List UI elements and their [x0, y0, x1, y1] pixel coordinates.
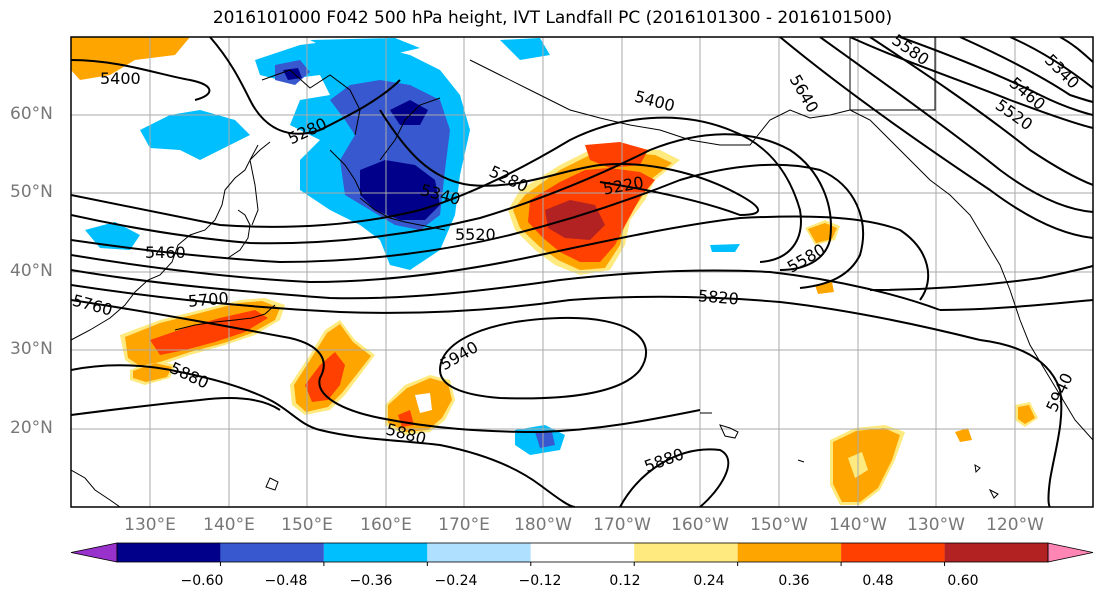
- lat-label-40: 40°N: [10, 261, 53, 281]
- contour-label: 5460: [145, 243, 186, 262]
- lon-label-140e: 140°E: [203, 515, 255, 535]
- colorbar-tick: −0.24: [434, 573, 478, 589]
- lon-label-150e: 150°E: [281, 515, 333, 535]
- lon-label-120w: 120°W: [986, 515, 1044, 535]
- ivt-shading: [71, 37, 1038, 505]
- map-title: 2016101000 F042 500 hPa height, IVT Land…: [212, 8, 893, 28]
- lon-label-150w: 150°W: [750, 515, 808, 535]
- colorbar-tick: 0.60: [947, 573, 979, 589]
- colorbar-tick: 0.24: [693, 573, 725, 589]
- lon-label-130e: 130°E: [124, 515, 176, 535]
- colorbar-tick: 0.36: [778, 573, 810, 589]
- colorbar-tick: −0.36: [349, 573, 393, 589]
- lon-label-140w: 140°W: [829, 515, 887, 535]
- map-frame: [70, 36, 1094, 508]
- lon-label-160w: 160°W: [671, 515, 729, 535]
- colorbar-tick: −0.48: [264, 573, 308, 589]
- lon-label-130w: 130°W: [907, 515, 965, 535]
- height-contours: [71, 37, 1093, 507]
- contour-label: 5400: [100, 69, 141, 88]
- contour-label: 5520: [455, 225, 496, 244]
- lon-label-170e: 170°E: [438, 515, 490, 535]
- contour-label: 5820: [697, 286, 739, 308]
- colorbar-tick: 0.12: [609, 573, 641, 589]
- lat-label-50: 50°N: [10, 182, 53, 202]
- contour-label: 5700: [187, 288, 229, 310]
- lon-label-180w: 180°W: [514, 515, 572, 535]
- lat-label-20: 20°N: [10, 418, 53, 438]
- coastlines: [71, 37, 1093, 507]
- lat-label-30: 30°N: [10, 339, 53, 359]
- colorbar-tick: −0.12: [518, 573, 562, 589]
- lon-label-160e: 160°E: [360, 515, 412, 535]
- colorbar-tick: −0.60: [180, 573, 224, 589]
- lon-label-170w: 170°W: [593, 515, 651, 535]
- colorbar-tick: 0.48: [862, 573, 894, 589]
- lat-label-60: 60°N: [10, 104, 53, 124]
